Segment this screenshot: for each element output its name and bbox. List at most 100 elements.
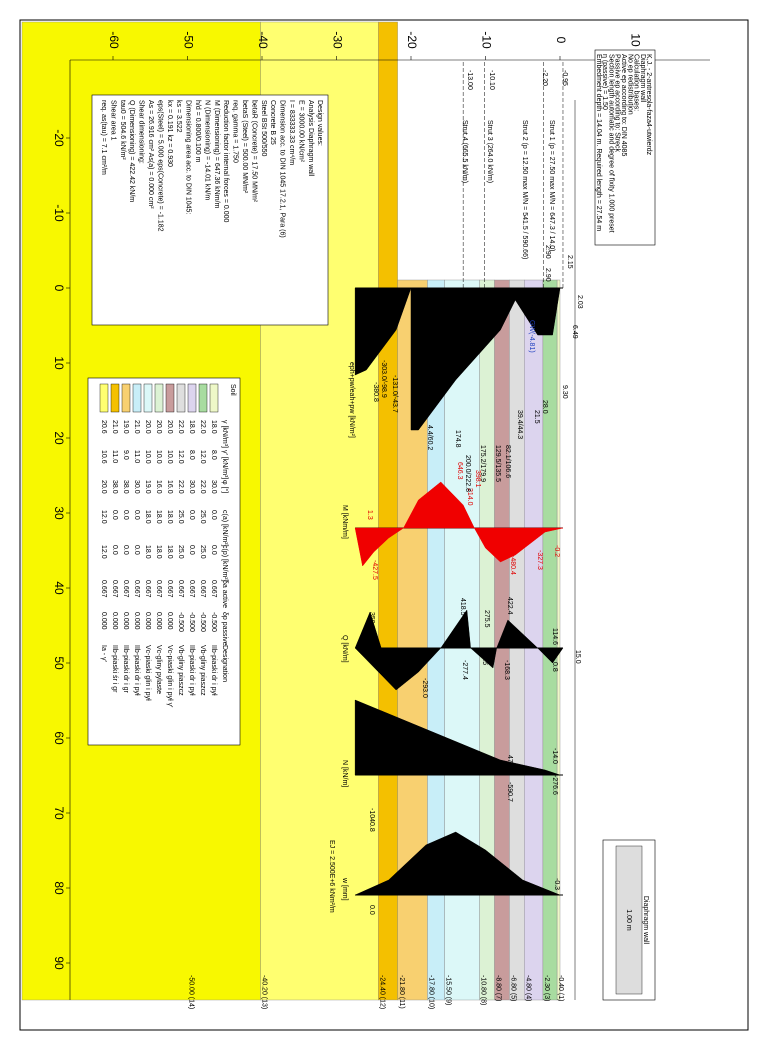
legend-title: Diaphragm wall	[642, 896, 649, 945]
soil-cell: 0.0	[122, 545, 129, 555]
elevation-tick-label: -50	[181, 31, 195, 49]
design-line: I = 833333.33 cm⁴/m	[288, 100, 295, 165]
layer-label: -2.30 (3)	[543, 975, 550, 1001]
soil-cell: 0.667	[199, 580, 206, 598]
pressure-labels: -303.0/-98.9	[380, 360, 387, 398]
shear-labels: 0.8	[551, 662, 558, 672]
pressure-labels: 101.9	[456, 340, 463, 358]
diagram-titles: delta water pr.	[364, 290, 371, 334]
dimension-labels: 15.0	[574, 650, 581, 664]
pressure-labels: 82.1/106.6	[504, 445, 511, 478]
soil-swatch	[110, 383, 120, 413]
x-tick-label: 0	[52, 285, 66, 292]
x-tick-label: 20	[52, 431, 66, 445]
soil-cell: 20.0	[144, 420, 151, 434]
soil-header: c(a) [kN/m²]	[221, 510, 228, 547]
info-line: Section length automatic and degree of f…	[607, 54, 614, 233]
soil-cell: IIb-piaski śr i gr	[111, 645, 118, 693]
soil-cell: 30.0	[188, 480, 195, 494]
soil-cell: 0.000	[144, 612, 151, 630]
wall-swatch	[615, 845, 643, 995]
pressure-labels: -316.2	[356, 350, 363, 370]
soil-swatch	[143, 383, 153, 413]
shear-labels: 275.5	[483, 610, 490, 628]
level-labels: -0.95	[561, 70, 568, 86]
deflection-diagram	[355, 831, 561, 896]
soil-cell: 0.0	[210, 510, 217, 520]
design-line: Shear area 1	[109, 100, 116, 141]
soil-cell: 18.0	[166, 545, 173, 559]
soil-cell: 0.000	[155, 612, 162, 630]
soil-cell: 0.000	[122, 612, 129, 630]
pressure-labels: 175.2/179.9	[479, 445, 486, 482]
level-labels: -13.00	[466, 70, 473, 90]
info-line: Embedment depth = 14.04 m. Required leng…	[595, 54, 602, 231]
info-line: K.J. - 2-antresola-faza4-utwierdz	[645, 54, 652, 156]
x-tick-label: 70	[52, 806, 66, 820]
diagram-titles: w [mm]	[341, 877, 348, 901]
soil-swatch	[121, 383, 131, 413]
soil-cell: 10.6	[100, 450, 107, 464]
layer-label: -4.80 (4)	[524, 975, 531, 1001]
x-tick-label: 30	[52, 506, 66, 520]
shear-labels: 418.5	[459, 598, 466, 616]
shear-labels: 114.6	[551, 628, 558, 645]
soil-header: γ' [kN/m³]	[221, 450, 228, 479]
layer-label: -17.80 (10)	[428, 975, 435, 1009]
design-line: M (Dimensioning) = 647.36 kNm/m	[213, 100, 220, 209]
legend-width: 1.00 m	[625, 909, 632, 931]
soil-cell: -0.500	[177, 612, 184, 632]
diagram-titles: Q [kN/m]	[341, 635, 348, 663]
pressure-labels: 4.4/60.2	[426, 425, 433, 450]
normal-labels: -14.0	[551, 748, 558, 764]
normal-labels: 472.0	[506, 755, 513, 773]
layer-label: -50.00 (14)	[188, 975, 195, 1009]
soil-cell: 20.0	[166, 420, 173, 434]
pressure-labels: 174.8	[454, 430, 461, 448]
design-line: kx = 0.191 kz = 0.930	[166, 100, 173, 167]
soil-cell: 10.0	[155, 450, 162, 464]
strut-labels: Strut 3 (264.0 kN/m)	[486, 120, 493, 183]
design-line: betaS (Steel) = 500.00 MN/m²	[241, 100, 248, 194]
shear-labels: 422.4	[506, 597, 513, 615]
soil-cell: 25.0	[199, 545, 206, 559]
soil-cell: 12.0	[177, 450, 184, 464]
soil-cell: 0.0	[133, 545, 140, 555]
soil-cell: 20.0	[100, 480, 107, 494]
soil-cell: 30.0	[210, 480, 217, 494]
soil-header: c(p) [kN/m²]	[221, 545, 228, 582]
layer-label: -10.80 (8)	[480, 975, 487, 1005]
soil-cell: 18.0	[166, 510, 173, 524]
design-line: betaR (Concrete) = 17.50 MN/m²	[250, 100, 257, 203]
soil-cell: 38.0	[111, 480, 118, 494]
diagram-titles: N [kN/m]	[341, 760, 348, 787]
soil-cell: IIb-piaski dr i pył	[210, 645, 217, 696]
design-line: ks = 3.522	[175, 100, 182, 133]
moment-labels: 398.1	[474, 470, 481, 488]
soil-cell: 0.0	[111, 545, 118, 555]
soil-table-title: Soil	[229, 384, 236, 396]
soil-cell: 8.0	[210, 450, 217, 460]
moment-labels: -327.3	[536, 550, 543, 570]
soil-cell: IIb-piaski dr i pył	[133, 645, 140, 696]
soil-cell: 0.000	[100, 612, 107, 630]
soil-cell: 0.0	[188, 545, 195, 555]
elevation-tick-label: 0	[554, 37, 568, 44]
x-tick-label: 60	[52, 731, 66, 745]
shear-labels: 11.5	[481, 652, 488, 665]
level-labels: -2.20	[541, 70, 548, 86]
deflection-labels: -4.4	[448, 855, 455, 867]
soil-cell: 20.6	[100, 420, 107, 434]
soil-cell: 0.667	[210, 580, 217, 598]
info-line: η (passive) = 1.50	[601, 54, 608, 110]
drawing: -0.40 (1) -2.30 (3) -4.80 (4) -6.80 (5) -8.8…	[19, 19, 749, 1031]
x-tick-label: 80	[52, 881, 66, 895]
soil-cell: 21.0	[111, 420, 118, 434]
dimension-labels: 5.70	[544, 320, 551, 334]
soil-cell: 18.0	[144, 545, 151, 559]
soil-cell: 25.0	[177, 510, 184, 524]
soil-cell: 19.0	[144, 480, 151, 494]
soil-cell: 16.0	[166, 480, 173, 494]
soil-cell: 0.667	[111, 580, 118, 598]
diagram-titles: EJ = 2.500E+6 kNm²/m	[328, 840, 335, 913]
